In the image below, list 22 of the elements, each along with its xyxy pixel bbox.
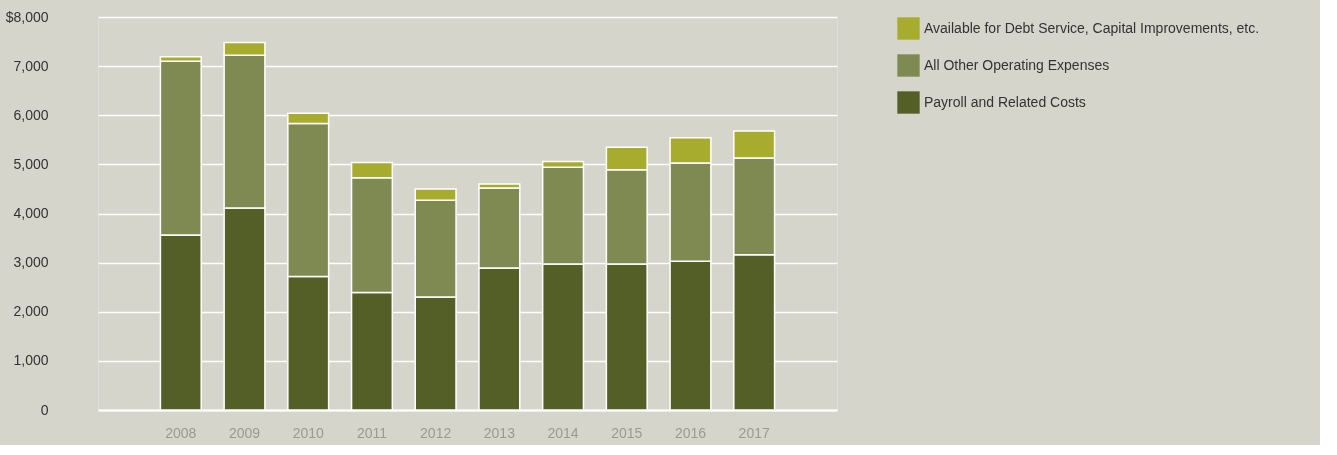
y-tick-label: 5,000 xyxy=(13,155,49,172)
y-tick-label: 2,000 xyxy=(13,303,49,320)
y-tick-label: 0 xyxy=(40,401,49,418)
y-tick-label: 4,000 xyxy=(13,205,49,221)
y-tick-label: 6,000 xyxy=(13,106,49,123)
legend-label: Available for Debt Service, Capital Improvements, etc. xyxy=(924,19,1260,36)
legend-label: Payroll and Related Costs xyxy=(924,93,1086,110)
legend-label: All Other Operating Expenses xyxy=(924,56,1110,73)
x-tick-label: 2013 xyxy=(483,424,516,441)
x-tick-label: 2008 xyxy=(165,424,197,441)
x-tick-label: 2015 xyxy=(611,424,643,441)
y-tick-label: $8,000 xyxy=(5,8,49,25)
y-tick-label: 7,000 xyxy=(13,57,49,74)
x-tick-label: 2010 xyxy=(292,424,325,441)
x-tick-label: 2011 xyxy=(356,424,388,441)
x-tick-label: 2017 xyxy=(738,424,770,441)
x-tick-label: 2012 xyxy=(420,424,452,441)
y-tick-label: 1,000 xyxy=(13,352,49,369)
y-tick-label: 3,000 xyxy=(13,254,49,271)
x-tick-label: 2009 xyxy=(228,424,261,441)
x-tick-label: 2016 xyxy=(674,424,707,441)
x-tick-label: 2014 xyxy=(547,424,579,441)
